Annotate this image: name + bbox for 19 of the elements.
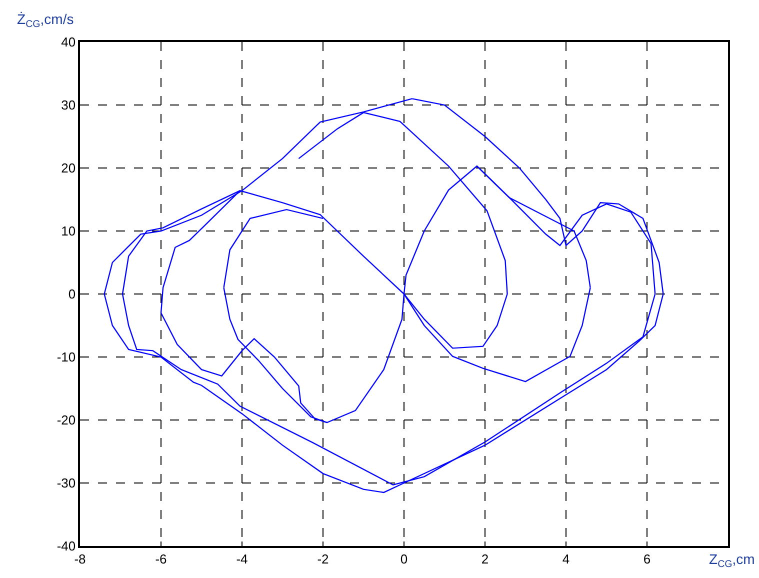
y-axis-title: Ż$_{CG}$,cm/s xyxy=(17,11,74,30)
x-tick-label: -4 xyxy=(236,551,248,566)
y-tick-label: 40 xyxy=(61,34,76,50)
x-tick-label: 6 xyxy=(643,551,651,566)
x-tick-label: 2 xyxy=(481,551,489,566)
y-tick-label: -40 xyxy=(56,538,76,554)
y-tick-label: 20 xyxy=(61,160,76,176)
x-tick-label: 4 xyxy=(562,551,570,566)
x-tick-label: -2 xyxy=(317,551,329,566)
y-tick-label: -10 xyxy=(56,350,76,365)
x-tick-label: -8 xyxy=(74,551,86,566)
y-tick-label: 30 xyxy=(61,98,76,113)
x-axis-title: Z$_{CG}$,cm xyxy=(709,551,755,570)
y-tick-label: 0 xyxy=(68,286,76,302)
y-tick-label: -30 xyxy=(56,476,76,491)
x-tick-label: -6 xyxy=(155,551,167,566)
y-tick-label: 10 xyxy=(61,224,76,239)
y-tick-label: -20 xyxy=(56,412,76,428)
x-tick-label: 0 xyxy=(400,551,408,566)
